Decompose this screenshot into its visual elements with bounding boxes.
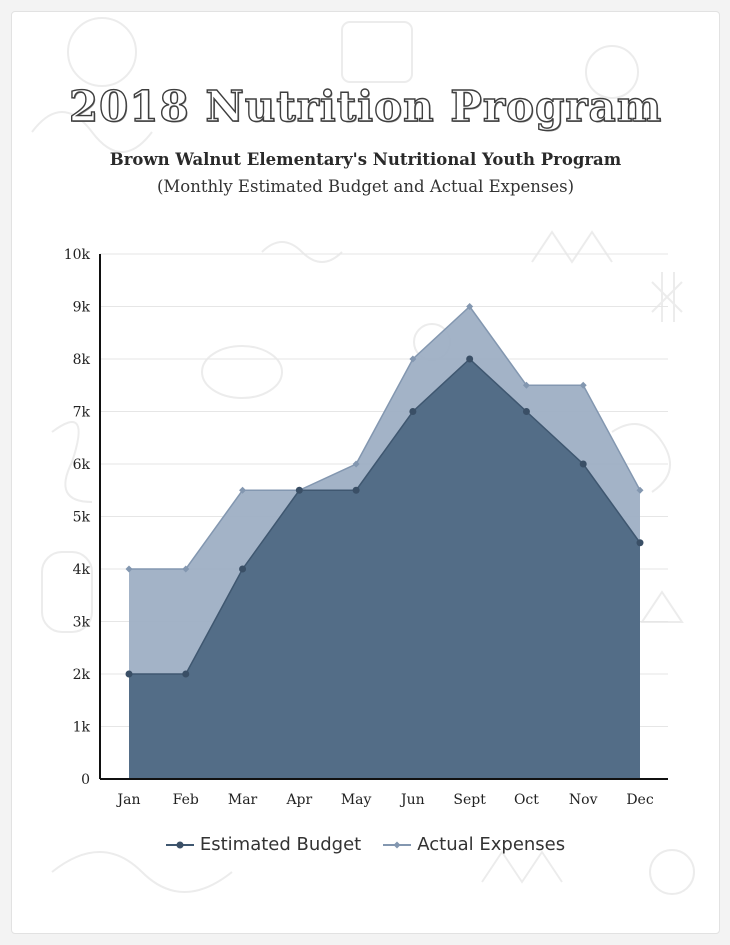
x-tick-label: Oct <box>514 792 539 808</box>
legend-estimated-marker <box>165 841 194 848</box>
point-estimated-budget <box>522 408 530 415</box>
x-tick-label: Dec <box>626 792 654 808</box>
legend-label-actual: Actual Expenses <box>417 834 566 855</box>
x-tick-label: Nov <box>569 792 598 808</box>
legend-item-estimated[interactable]: Estimated Budget <box>165 834 362 855</box>
x-tick-label: Jan <box>116 792 141 808</box>
point-actual-expenses <box>182 565 190 573</box>
point-actual-expenses <box>579 381 587 389</box>
x-tick-label: Sept <box>453 792 486 808</box>
x-tick-label: Apr <box>285 792 312 808</box>
line-estimated-budget <box>129 357 641 675</box>
y-tick-label: 0 <box>81 772 90 788</box>
y-tick-label: 10k <box>64 247 91 263</box>
y-tick-label: 9k <box>73 300 91 316</box>
point-estimated-budget <box>239 565 247 573</box>
x-tick-label: Mar <box>228 792 258 808</box>
point-actual-expenses <box>466 303 474 310</box>
y-tick-label: 6k <box>73 457 91 473</box>
legend-label-estimated: Estimated Budget <box>199 834 362 855</box>
point-estimated-budget <box>295 486 303 494</box>
x-tick-label: Jun <box>399 792 425 808</box>
point-actual-expenses <box>636 486 644 494</box>
area-series <box>125 303 644 779</box>
page-subtitle-secondary: (Monthly Estimated Budget and Actual Exp… <box>156 177 575 196</box>
y-tick-label: 4k <box>73 562 91 578</box>
page-title: 2018 Nutrition Program <box>68 81 663 131</box>
x-tick-label: May <box>341 792 372 808</box>
point-estimated-budget <box>636 539 644 547</box>
x-tick-label: Feb <box>173 792 199 808</box>
point-actual-expenses <box>125 565 133 573</box>
legend-item-actual[interactable]: Actual Expenses <box>383 834 565 855</box>
page-subtitle: Brown Walnut Elementary's Nutritional Yo… <box>109 150 622 169</box>
legend-actual-marker <box>383 841 412 848</box>
chart-axes <box>99 254 668 780</box>
point-actual-expenses <box>352 460 360 468</box>
area-estimated-budget <box>129 359 640 779</box>
y-tick-label: 8k <box>73 352 91 368</box>
point-estimated-budget <box>579 460 587 468</box>
chart-legend: Estimated Budget Actual Expenses <box>12 834 719 855</box>
point-estimated-budget <box>352 486 360 494</box>
point-actual-expenses <box>409 355 417 363</box>
point-actual-expenses <box>239 486 247 494</box>
point-estimated-budget <box>409 408 417 415</box>
y-tick-label: 7k <box>73 405 91 421</box>
line-actual-expenses <box>129 305 641 570</box>
y-tick-label: 1k <box>73 720 91 736</box>
infographic-card: 2018 Nutrition Program Brown Walnut Elem… <box>11 11 720 934</box>
y-tick-label: 3k <box>73 615 91 631</box>
point-estimated-budget <box>466 355 474 363</box>
y-tick-label: 5k <box>73 510 91 526</box>
point-estimated-budget <box>182 670 190 678</box>
tick-labels: 0 1k 2k 3k 4k 5k 6k 7k 8k 9k 10k Jan Feb Mar Apr May Jun… <box>64 247 654 808</box>
y-tick-label: 2k <box>73 667 91 683</box>
area-chart: 0 1k 2k 3k 4k 5k 6k 7k 8k 9k 10k Jan Feb Mar Apr May Jun… <box>64 247 668 808</box>
point-estimated-budget <box>125 670 133 678</box>
point-actual-expenses <box>522 381 530 389</box>
